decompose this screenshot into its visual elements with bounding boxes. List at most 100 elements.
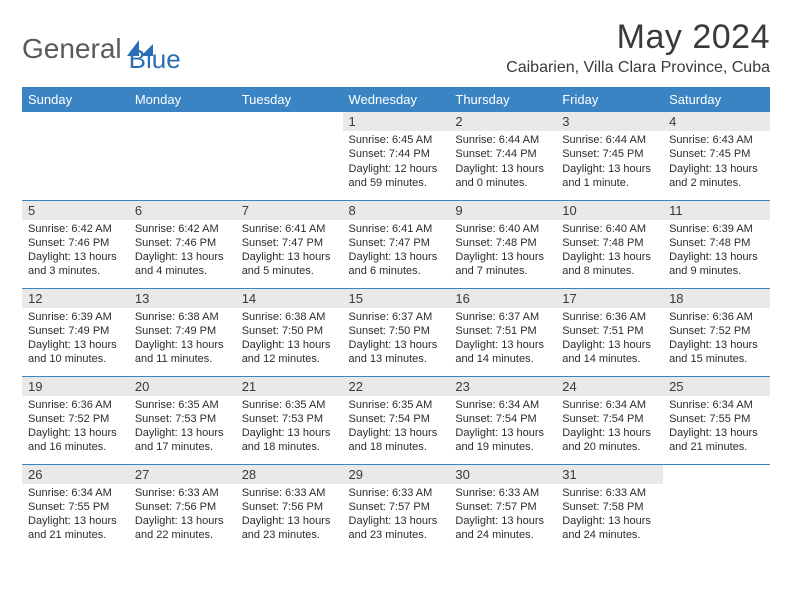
day-body: Sunrise: 6:33 AMSunset: 7:58 PMDaylight:…: [556, 484, 663, 547]
day-body: Sunrise: 6:36 AMSunset: 7:52 PMDaylight:…: [663, 308, 770, 371]
day-cell: [129, 112, 236, 200]
day-body: Sunrise: 6:33 AMSunset: 7:57 PMDaylight:…: [343, 484, 450, 547]
day-cell: 1Sunrise: 6:45 AMSunset: 7:44 PMDaylight…: [343, 112, 450, 200]
weekday-saturday: Saturday: [663, 87, 770, 112]
day-cell: 3Sunrise: 6:44 AMSunset: 7:45 PMDaylight…: [556, 112, 663, 200]
day-number: 26: [22, 465, 129, 484]
day-body: Sunrise: 6:38 AMSunset: 7:49 PMDaylight:…: [129, 308, 236, 371]
day-body: Sunrise: 6:36 AMSunset: 7:52 PMDaylight:…: [22, 396, 129, 459]
day-cell: 16Sunrise: 6:37 AMSunset: 7:51 PMDayligh…: [449, 288, 556, 376]
day-cell: 21Sunrise: 6:35 AMSunset: 7:53 PMDayligh…: [236, 376, 343, 464]
day-body: Sunrise: 6:34 AMSunset: 7:55 PMDaylight:…: [22, 484, 129, 547]
day-number: 27: [129, 465, 236, 484]
logo-word1: General: [22, 33, 122, 65]
day-body: Sunrise: 6:44 AMSunset: 7:44 PMDaylight:…: [449, 131, 556, 194]
day-body: Sunrise: 6:39 AMSunset: 7:48 PMDaylight:…: [663, 220, 770, 283]
weekday-monday: Monday: [129, 87, 236, 112]
day-body: Sunrise: 6:34 AMSunset: 7:55 PMDaylight:…: [663, 396, 770, 459]
day-number: 10: [556, 201, 663, 220]
day-number: 23: [449, 377, 556, 396]
header: General Blue May 2024 Caibarien, Villa C…: [22, 18, 770, 83]
day-number: 17: [556, 289, 663, 308]
day-number: 20: [129, 377, 236, 396]
day-body: Sunrise: 6:42 AMSunset: 7:46 PMDaylight:…: [22, 220, 129, 283]
day-number: 31: [556, 465, 663, 484]
day-body: Sunrise: 6:36 AMSunset: 7:51 PMDaylight:…: [556, 308, 663, 371]
day-number: 1: [343, 112, 450, 131]
weekday-sunday: Sunday: [22, 87, 129, 112]
day-body: Sunrise: 6:41 AMSunset: 7:47 PMDaylight:…: [343, 220, 450, 283]
day-cell: 19Sunrise: 6:36 AMSunset: 7:52 PMDayligh…: [22, 376, 129, 464]
day-cell: 22Sunrise: 6:35 AMSunset: 7:54 PMDayligh…: [343, 376, 450, 464]
day-number: 15: [343, 289, 450, 308]
day-body: Sunrise: 6:35 AMSunset: 7:53 PMDaylight:…: [236, 396, 343, 459]
weekday-wednesday: Wednesday: [343, 87, 450, 112]
day-body: Sunrise: 6:37 AMSunset: 7:51 PMDaylight:…: [449, 308, 556, 371]
week-row: 5Sunrise: 6:42 AMSunset: 7:46 PMDaylight…: [22, 200, 770, 288]
day-number: 14: [236, 289, 343, 308]
day-cell: 26Sunrise: 6:34 AMSunset: 7:55 PMDayligh…: [22, 464, 129, 552]
day-cell: 20Sunrise: 6:35 AMSunset: 7:53 PMDayligh…: [129, 376, 236, 464]
logo-word2: Blue: [129, 44, 181, 75]
day-body: Sunrise: 6:33 AMSunset: 7:56 PMDaylight:…: [129, 484, 236, 547]
day-cell: [663, 464, 770, 552]
day-cell: 15Sunrise: 6:37 AMSunset: 7:50 PMDayligh…: [343, 288, 450, 376]
day-cell: 23Sunrise: 6:34 AMSunset: 7:54 PMDayligh…: [449, 376, 556, 464]
title-block: May 2024 Caibarien, Villa Clara Province…: [506, 18, 770, 83]
day-cell: 9Sunrise: 6:40 AMSunset: 7:48 PMDaylight…: [449, 200, 556, 288]
day-number: 2: [449, 112, 556, 131]
day-number: 16: [449, 289, 556, 308]
day-cell: 29Sunrise: 6:33 AMSunset: 7:57 PMDayligh…: [343, 464, 450, 552]
day-cell: 13Sunrise: 6:38 AMSunset: 7:49 PMDayligh…: [129, 288, 236, 376]
day-number: 22: [343, 377, 450, 396]
month-title: May 2024: [506, 18, 770, 57]
weekday-tuesday: Tuesday: [236, 87, 343, 112]
day-cell: 31Sunrise: 6:33 AMSunset: 7:58 PMDayligh…: [556, 464, 663, 552]
day-cell: 12Sunrise: 6:39 AMSunset: 7:49 PMDayligh…: [22, 288, 129, 376]
day-body: Sunrise: 6:33 AMSunset: 7:56 PMDaylight:…: [236, 484, 343, 547]
week-row: 12Sunrise: 6:39 AMSunset: 7:49 PMDayligh…: [22, 288, 770, 376]
day-cell: 24Sunrise: 6:34 AMSunset: 7:54 PMDayligh…: [556, 376, 663, 464]
day-body: [129, 116, 236, 122]
day-cell: 4Sunrise: 6:43 AMSunset: 7:45 PMDaylight…: [663, 112, 770, 200]
day-body: Sunrise: 6:34 AMSunset: 7:54 PMDaylight:…: [556, 396, 663, 459]
day-cell: 11Sunrise: 6:39 AMSunset: 7:48 PMDayligh…: [663, 200, 770, 288]
day-cell: 6Sunrise: 6:42 AMSunset: 7:46 PMDaylight…: [129, 200, 236, 288]
day-cell: 2Sunrise: 6:44 AMSunset: 7:44 PMDaylight…: [449, 112, 556, 200]
day-number: 30: [449, 465, 556, 484]
day-body: Sunrise: 6:35 AMSunset: 7:53 PMDaylight:…: [129, 396, 236, 459]
week-row: 19Sunrise: 6:36 AMSunset: 7:52 PMDayligh…: [22, 376, 770, 464]
day-cell: 17Sunrise: 6:36 AMSunset: 7:51 PMDayligh…: [556, 288, 663, 376]
day-body: Sunrise: 6:40 AMSunset: 7:48 PMDaylight:…: [449, 220, 556, 283]
logo: General Blue: [22, 22, 181, 75]
day-body: Sunrise: 6:39 AMSunset: 7:49 PMDaylight:…: [22, 308, 129, 371]
day-cell: 10Sunrise: 6:40 AMSunset: 7:48 PMDayligh…: [556, 200, 663, 288]
day-body: Sunrise: 6:33 AMSunset: 7:57 PMDaylight:…: [449, 484, 556, 547]
day-cell: 14Sunrise: 6:38 AMSunset: 7:50 PMDayligh…: [236, 288, 343, 376]
day-cell: 18Sunrise: 6:36 AMSunset: 7:52 PMDayligh…: [663, 288, 770, 376]
day-cell: 7Sunrise: 6:41 AMSunset: 7:47 PMDaylight…: [236, 200, 343, 288]
day-cell: 30Sunrise: 6:33 AMSunset: 7:57 PMDayligh…: [449, 464, 556, 552]
day-body: [236, 116, 343, 122]
week-row: 1Sunrise: 6:45 AMSunset: 7:44 PMDaylight…: [22, 112, 770, 200]
day-number: 5: [22, 201, 129, 220]
location: Caibarien, Villa Clara Province, Cuba: [506, 59, 770, 77]
day-number: 19: [22, 377, 129, 396]
day-number: 6: [129, 201, 236, 220]
day-number: 29: [343, 465, 450, 484]
day-cell: 28Sunrise: 6:33 AMSunset: 7:56 PMDayligh…: [236, 464, 343, 552]
day-body: Sunrise: 6:43 AMSunset: 7:45 PMDaylight:…: [663, 131, 770, 194]
day-body: Sunrise: 6:37 AMSunset: 7:50 PMDaylight:…: [343, 308, 450, 371]
day-number: 21: [236, 377, 343, 396]
day-number: 9: [449, 201, 556, 220]
day-body: Sunrise: 6:40 AMSunset: 7:48 PMDaylight:…: [556, 220, 663, 283]
day-cell: 27Sunrise: 6:33 AMSunset: 7:56 PMDayligh…: [129, 464, 236, 552]
day-body: Sunrise: 6:38 AMSunset: 7:50 PMDaylight:…: [236, 308, 343, 371]
day-number: 8: [343, 201, 450, 220]
day-number: 12: [22, 289, 129, 308]
day-number: 13: [129, 289, 236, 308]
day-number: 7: [236, 201, 343, 220]
day-number: 24: [556, 377, 663, 396]
day-number: 3: [556, 112, 663, 131]
day-body: Sunrise: 6:45 AMSunset: 7:44 PMDaylight:…: [343, 131, 450, 194]
